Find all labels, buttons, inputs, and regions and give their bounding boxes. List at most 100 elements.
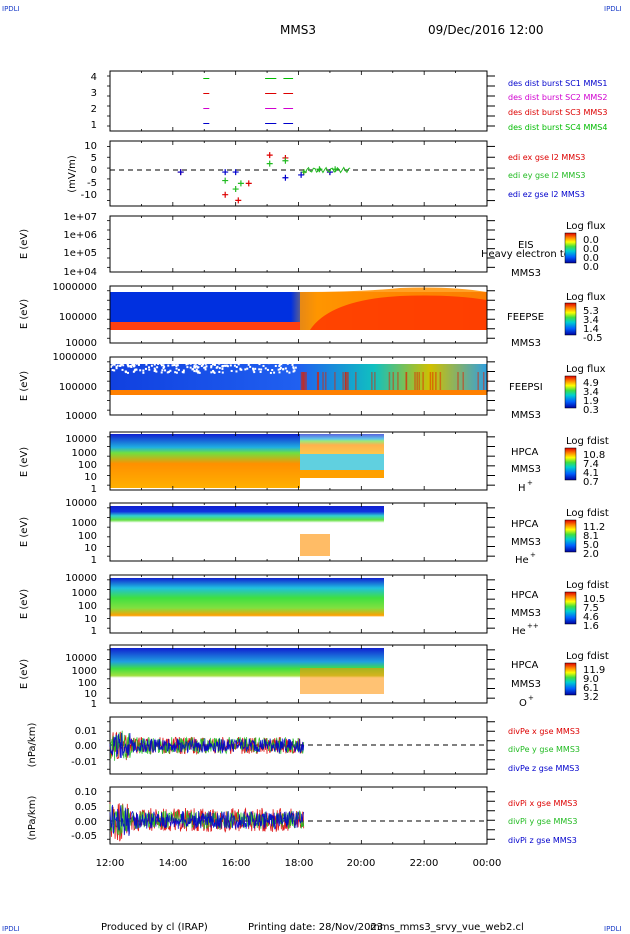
feepsi-ytick: 100000 — [59, 382, 97, 393]
feepsi-speckle-dot — [160, 364, 163, 367]
hpca-he2-ytick: 100 — [78, 601, 97, 612]
burst-ytick: 2 — [91, 104, 97, 115]
hpca-h-spectrogram-pre — [110, 434, 300, 488]
time-tick-label: 12:00 — [96, 858, 125, 869]
burst-legend-mms1: des dist burst SC1 MMS1 — [508, 79, 607, 88]
feepse-cb-val: 3.4 — [583, 315, 599, 326]
corner-label-top-right: IPDLI — [604, 5, 622, 13]
feepsi-speckle-dot — [144, 367, 147, 370]
feepsi-speckle-dot — [294, 366, 297, 369]
hpca-he2-sc-label: MMS3 — [511, 608, 541, 619]
feepsi-speckle-dot — [211, 363, 214, 366]
feepsi-speckle-dot — [235, 370, 238, 373]
feepsi-speckle-dot — [193, 364, 196, 367]
burst-frame — [109, 70, 488, 132]
feepsi-spectrogram — [110, 364, 487, 394]
time-tick-label: 14:00 — [159, 858, 188, 869]
eis-ylabel: E (eV) — [19, 229, 30, 259]
feepsi-stripe — [302, 372, 305, 392]
hpca-he1-ytick: 10 — [84, 543, 97, 554]
feepsi-speckle-dot — [204, 362, 207, 365]
hpca-o-cb-val: 11.9 — [583, 665, 605, 676]
hpca-he2-cb-title: Log fdist — [566, 580, 609, 591]
feepsi-speckle-dot — [168, 370, 171, 373]
feepsi-speckle-dot — [150, 364, 153, 367]
hpca-he1-charge: + — [530, 551, 536, 559]
feepsi-stripe — [342, 372, 344, 392]
feepsi-speckle-dot — [235, 365, 238, 368]
feepsi-speckle-dot — [280, 363, 283, 366]
hpca-o-ytick: 1000 — [72, 666, 97, 677]
feepsi-speckle-dot — [175, 371, 178, 374]
feepsi-speckle-dot — [281, 361, 284, 364]
feepsi-stripe — [439, 372, 442, 392]
feepsi-stripe — [405, 372, 407, 392]
hpca-o-ytick: 10000 — [65, 653, 97, 664]
corner-label-top-left: IPDLI — [2, 5, 20, 13]
feepsi-speckle-dot — [260, 361, 263, 364]
feepsi-speckle-dot — [293, 369, 296, 372]
feepsi-speckle-dot — [270, 361, 273, 364]
feepsi-speckle-dot — [291, 363, 294, 366]
divpe-legend-x: divPe x gse MMS3 — [508, 727, 580, 736]
hpca-h-inst-label: HPCA — [511, 447, 539, 458]
feepsi-speckle-dot — [129, 365, 132, 368]
divpi-ytick: 0.05 — [75, 802, 97, 813]
edi-ytick: 10 — [84, 141, 97, 152]
burst-ytick: 3 — [91, 88, 97, 99]
hpca-h-ylabel: E (eV) — [19, 447, 30, 477]
feepsi-low-energy-band — [110, 390, 487, 395]
eis-cb-val: 0.0 — [583, 262, 599, 273]
burst-legend-mms2: des dist burst SC2 MMS2 — [508, 93, 607, 102]
feepsi-speckle-dot — [204, 366, 207, 369]
edi-legend-x: edi ex gse l2 MMS3 — [508, 153, 585, 162]
feepsi-stripe — [374, 372, 376, 392]
hpca-o-spectrogram-low — [300, 668, 384, 694]
feepsi-speckle-dot — [162, 364, 165, 367]
feepsi-speckle-dot — [141, 360, 144, 363]
hpca-h-ytick: 10000 — [65, 434, 97, 445]
feepsi-speckle-dot — [198, 371, 201, 374]
feepsi-speckle-dot — [223, 361, 226, 364]
feepsi-speckle-dot — [186, 361, 189, 364]
feepsi-colorbar — [564, 375, 577, 409]
feepsi-speckle-dot — [153, 367, 156, 370]
feepse-sc-label: MMS3 — [511, 338, 541, 349]
feepse-ytick: 100000 — [59, 312, 97, 323]
feepsi-speckle-dot — [251, 361, 254, 364]
eis-ytick: 1e+05 — [63, 248, 97, 259]
feepsi-speckle-dot — [167, 364, 170, 367]
feepse-inst-label: FEEPSE — [507, 312, 544, 323]
feepsi-speckle-dot — [201, 363, 204, 366]
feepsi-speckle-dot — [288, 371, 291, 374]
hpca-o-ytick: 100 — [78, 678, 97, 689]
hpca-he1-panel — [109, 502, 488, 562]
feepsi-speckle-dot — [252, 369, 255, 372]
eis-cb-title: Log flux — [566, 221, 606, 232]
edi-marker — [177, 169, 184, 176]
feepsi-speckle-dot — [291, 362, 294, 365]
feepsi-speckle-dot — [169, 369, 172, 372]
feepsi-cb-title: Log flux — [566, 364, 606, 375]
divpi-legend-z: divPi z gse MMS3 — [508, 836, 577, 845]
feepsi-speckle-dot — [218, 367, 221, 370]
divpi-ylabel: (nPa/km) — [27, 796, 38, 841]
eis-ytick: 1e+06 — [63, 230, 97, 241]
feepsi-speckle-dot — [185, 363, 188, 366]
divpi-ytick: -0.05 — [71, 831, 97, 842]
feepsi-speckle-dot — [267, 362, 270, 365]
hpca-he2-spectrogram — [110, 578, 384, 628]
feepsi-speckle-dot — [203, 366, 206, 369]
feepse-cb-val: 1.4 — [583, 324, 599, 335]
hpca-he1-inst-label: HPCA — [511, 519, 539, 530]
date-title: 09/Dec/2016 12:00 — [428, 23, 544, 37]
feepsi-speckle-dot — [170, 361, 173, 364]
feepsi-speckle-dot — [279, 368, 282, 371]
hpca-he1-labels: E (eV) 10000 1000 100 10 1 HPCA MMS3 He … — [19, 498, 609, 566]
feepsi-speckle-dot — [148, 368, 151, 371]
eis-sc-label: MMS3 — [511, 268, 541, 279]
divpe-legend-y: divPe y gse MMS3 — [508, 745, 580, 754]
hpca-h-spectrogram-post — [300, 434, 384, 454]
feepsi-speckle-dot — [166, 371, 169, 374]
hpca-he2-panel — [109, 574, 488, 634]
